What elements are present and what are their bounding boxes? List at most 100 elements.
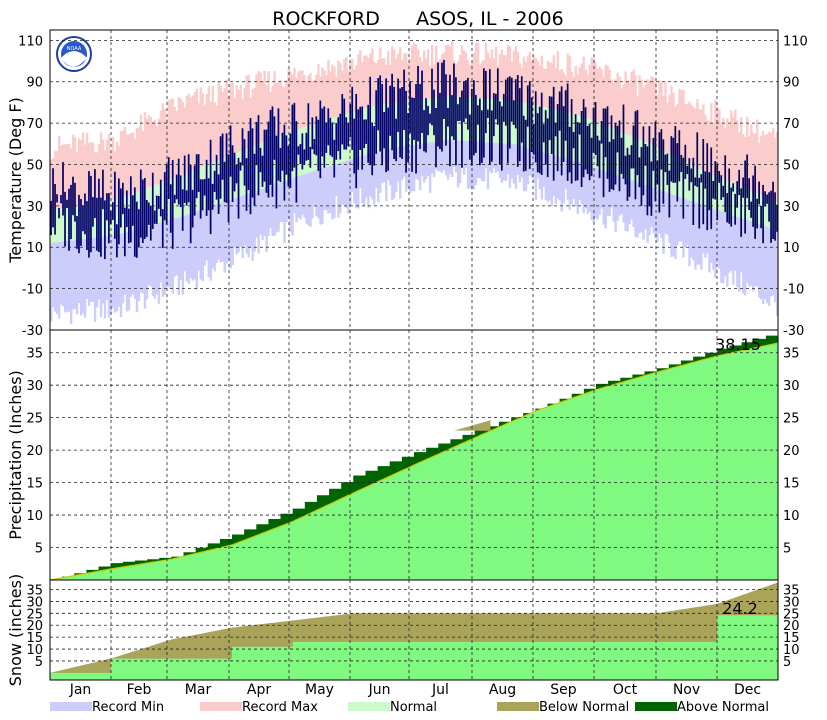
observed-temp-bar bbox=[333, 139, 336, 178]
observed-temp-bar bbox=[744, 160, 746, 234]
record-max-bar bbox=[307, 75, 310, 126]
observed-temp-bar bbox=[494, 93, 497, 120]
record-min-bar bbox=[257, 190, 260, 254]
record-min-bar bbox=[267, 186, 270, 236]
observed-temp-bar bbox=[708, 172, 711, 211]
record-min-bar bbox=[542, 152, 546, 187]
observed-temp-bar bbox=[714, 161, 717, 200]
record-max-bar bbox=[750, 124, 753, 191]
record-max-bar bbox=[251, 89, 254, 147]
observed-temp-bar bbox=[84, 193, 86, 235]
record-max-bar bbox=[339, 63, 342, 116]
record-min-bar bbox=[776, 230, 779, 316]
observed-temp-bar bbox=[546, 118, 549, 178]
record-min-bar bbox=[600, 170, 603, 209]
record-max-bar bbox=[99, 132, 103, 203]
record-max-bar bbox=[554, 68, 557, 110]
record-min-bar bbox=[365, 154, 368, 198]
observed-temp-bar bbox=[329, 117, 332, 156]
record-min-bar bbox=[526, 147, 530, 185]
observed-temp-bar bbox=[315, 116, 318, 156]
record-min-bar bbox=[315, 170, 318, 216]
record-min-bar bbox=[105, 236, 109, 300]
observed-temp-bar bbox=[658, 132, 661, 213]
temperature-panel: -30 -30 -10 -10 10 10 30 30 50 50 70 70 90 90 110 110 bbox=[18, 29, 808, 339]
record-max-bar bbox=[654, 82, 657, 147]
normal-bar bbox=[153, 185, 157, 224]
observed-temp-bar bbox=[159, 179, 162, 217]
observed-temp-bar bbox=[343, 98, 346, 150]
record-max-bar bbox=[289, 71, 292, 133]
record-min-bar bbox=[742, 218, 745, 294]
record-max-bar bbox=[233, 98, 236, 154]
record-min-bar bbox=[153, 224, 157, 299]
record-max-bar bbox=[337, 60, 340, 117]
observed-temp-bar bbox=[688, 158, 691, 191]
record-max-bar bbox=[746, 116, 749, 190]
observed-temp-bar bbox=[532, 123, 535, 155]
record-min-bar bbox=[438, 140, 442, 172]
observed-temp-bar bbox=[439, 92, 441, 149]
observed-temp-bar bbox=[301, 133, 304, 170]
record-max-bar bbox=[50, 159, 53, 210]
record-max-bar bbox=[245, 75, 248, 149]
tick-label-right: 10 bbox=[783, 241, 800, 256]
record-min-bar bbox=[73, 240, 77, 310]
record-min-bar bbox=[305, 173, 308, 224]
observed-temp-bar bbox=[313, 139, 316, 155]
record-max-bar bbox=[438, 59, 442, 98]
record-min-bar bbox=[369, 153, 372, 197]
observed-temp-bar bbox=[311, 117, 314, 150]
record-max-bar bbox=[506, 45, 510, 100]
month-label-dec: Dec bbox=[734, 682, 761, 698]
record-max-bar bbox=[203, 104, 206, 166]
tick-label-left: 5 bbox=[35, 655, 43, 670]
observed-temp-bar bbox=[626, 147, 629, 201]
tick-label-right: 15 bbox=[783, 631, 800, 646]
observed-temp-bar bbox=[291, 104, 294, 172]
observed-temp-bar bbox=[129, 176, 132, 243]
record-max-bar bbox=[77, 138, 81, 206]
record-min-bar bbox=[660, 190, 663, 239]
record-max-bar bbox=[329, 71, 332, 119]
record-max-bar bbox=[157, 118, 161, 184]
observed-temp-bar bbox=[522, 115, 525, 172]
record-max-bar bbox=[139, 114, 143, 191]
record-min-bar bbox=[446, 139, 450, 180]
record-min-bar bbox=[359, 156, 362, 189]
record-min-bar bbox=[341, 162, 344, 205]
record-max-bar bbox=[311, 80, 314, 125]
normal-bar bbox=[510, 100, 514, 144]
tick-label-left: -10 bbox=[22, 283, 43, 298]
observed-temp-bar bbox=[137, 209, 140, 248]
record-min-bar bbox=[395, 147, 398, 192]
record-max-bar bbox=[762, 131, 765, 196]
record-max-bar bbox=[279, 79, 282, 136]
observed-temp-bar bbox=[632, 125, 635, 169]
record-max-bar bbox=[620, 88, 623, 132]
observed-temp-bar bbox=[297, 146, 300, 155]
observed-temp-bar bbox=[718, 171, 721, 183]
record-min-bar bbox=[748, 220, 751, 287]
observed-temp-bar bbox=[672, 137, 675, 183]
record-max-bar bbox=[758, 142, 761, 194]
tick-label-left: 20 bbox=[26, 444, 43, 459]
observed-temp-bar bbox=[530, 97, 533, 152]
tick-label-right: 20 bbox=[783, 444, 800, 459]
record-max-bar bbox=[137, 127, 141, 192]
record-min-bar bbox=[271, 185, 274, 236]
observed-temp-bar bbox=[88, 171, 90, 258]
observed-temp-bar bbox=[473, 80, 475, 156]
observed-temp-bar bbox=[78, 194, 80, 254]
tick-label-left: 30 bbox=[26, 595, 43, 610]
observed-temp-bar bbox=[435, 108, 437, 168]
record-max-bar bbox=[588, 64, 591, 119]
record-max-bar bbox=[664, 81, 667, 152]
observed-temp-bar bbox=[367, 104, 370, 163]
record-min-bar bbox=[261, 188, 264, 240]
record-max-bar bbox=[566, 53, 569, 113]
precipitation-axis-label: Precipitation (Inches) bbox=[6, 370, 25, 540]
normal-bar bbox=[71, 206, 75, 241]
normal-bar bbox=[93, 203, 97, 238]
record-min-bar bbox=[484, 142, 488, 169]
